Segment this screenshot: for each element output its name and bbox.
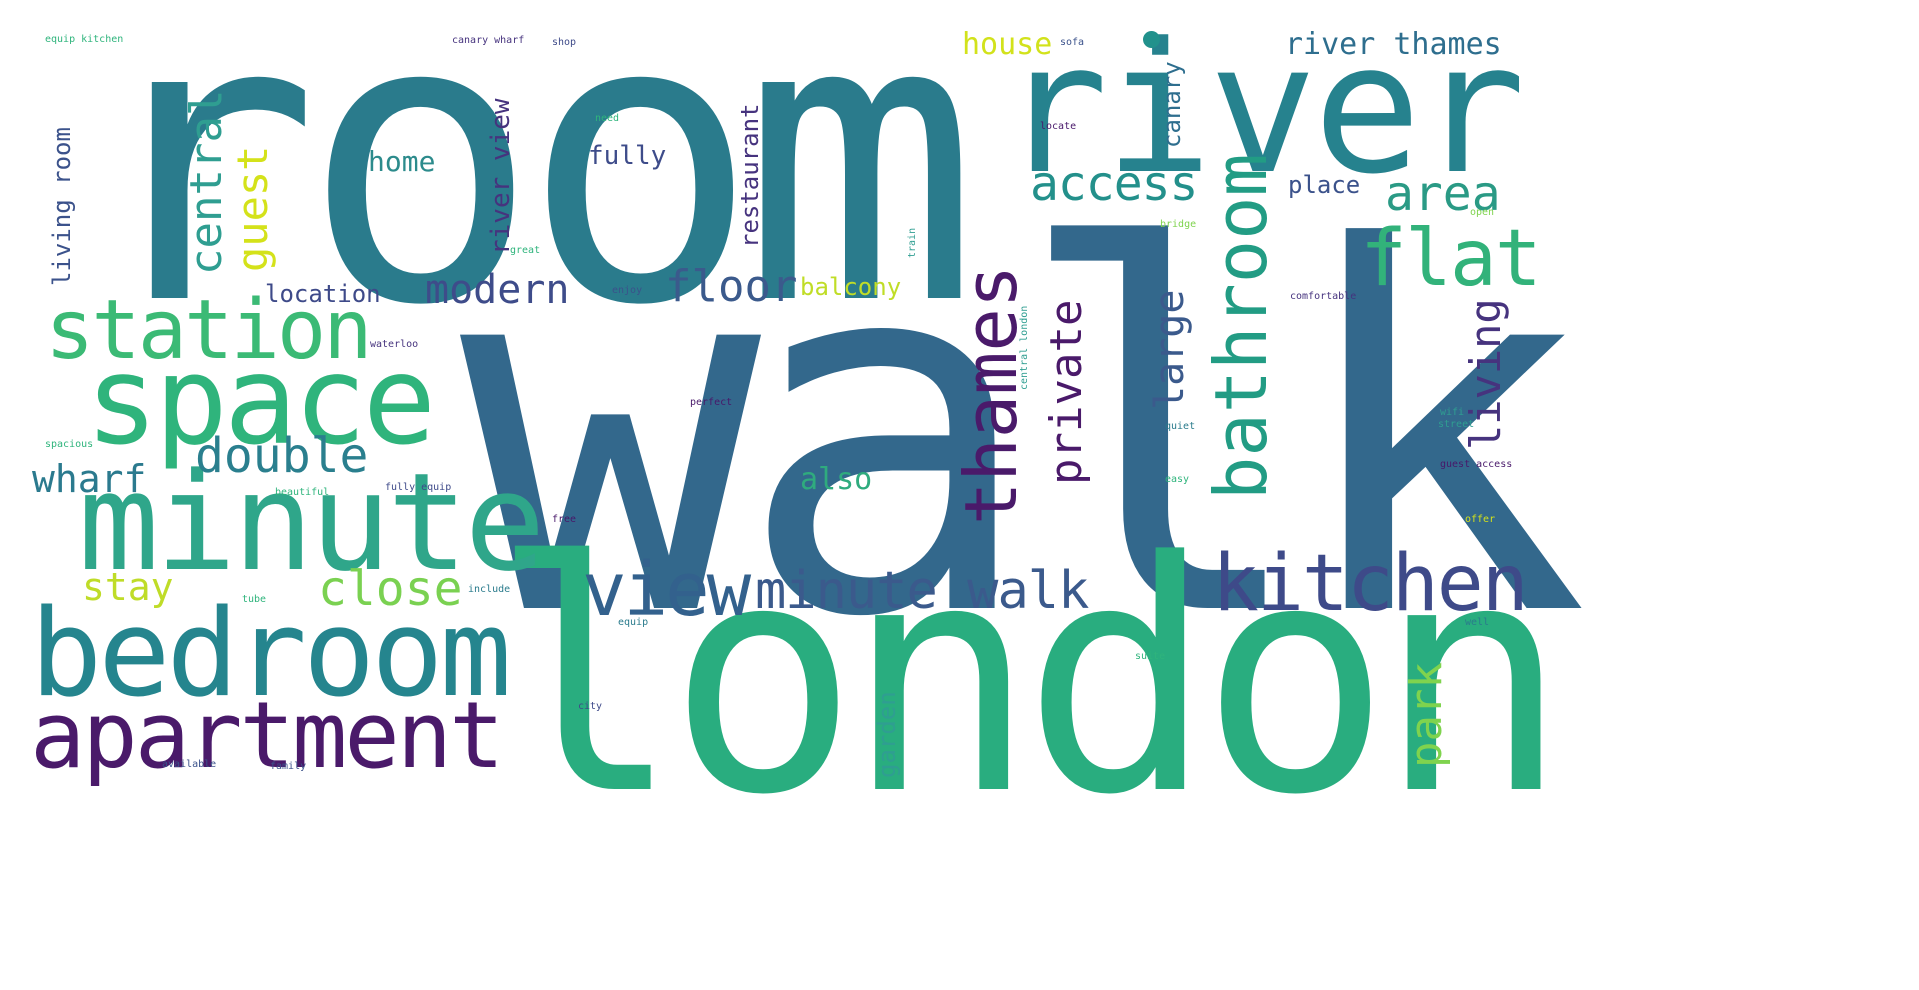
word-london: london bbox=[490, 494, 1569, 864]
word-include: include bbox=[468, 584, 511, 595]
word-bridge: bridge bbox=[1160, 219, 1197, 230]
word-stay: stay bbox=[82, 565, 174, 609]
word-double: double bbox=[195, 428, 369, 484]
word-guest: guest bbox=[228, 145, 277, 272]
word-apartment: apartment bbox=[30, 682, 504, 789]
word-central: central bbox=[181, 89, 232, 275]
word-floor: floor bbox=[665, 261, 798, 312]
word-view: view bbox=[582, 547, 751, 633]
word-easy: easy bbox=[1165, 474, 1190, 485]
word-sofa: sofa bbox=[1060, 37, 1085, 48]
word-bathroom: bathroom bbox=[1199, 153, 1283, 500]
word-suite: suite bbox=[1135, 651, 1166, 662]
word-open: open bbox=[1470, 207, 1495, 218]
word-family: family bbox=[270, 761, 307, 772]
word-wharf: wharf bbox=[32, 457, 147, 501]
word-equip-kitchen: equip kitchen bbox=[45, 34, 124, 45]
word-place: place bbox=[1288, 171, 1361, 199]
word-canary: canary bbox=[1158, 61, 1186, 148]
word-street: street bbox=[1438, 419, 1475, 430]
word-offer: offer bbox=[1465, 514, 1496, 525]
word-modern: modern bbox=[425, 267, 570, 313]
word-quiet: quiet bbox=[1165, 421, 1196, 432]
word-kitchen: kitchen bbox=[1212, 539, 1529, 629]
word-flat: flat bbox=[1360, 214, 1542, 304]
word-canary-wharf: canary wharf bbox=[452, 35, 525, 46]
word-walk: walk bbox=[460, 144, 1589, 726]
word-space: space bbox=[85, 330, 436, 472]
word-living-room: living room bbox=[48, 127, 76, 286]
word-wifi: wifi bbox=[1440, 407, 1465, 418]
word-access: access bbox=[1030, 156, 1198, 212]
word-area: area bbox=[1385, 166, 1501, 222]
word-close: close bbox=[318, 561, 463, 617]
word-minute: minute bbox=[78, 444, 546, 601]
word-perfect: perfect bbox=[690, 397, 733, 408]
word-shop: shop bbox=[552, 37, 577, 48]
word-river-view: river view bbox=[486, 98, 516, 255]
word-location: location bbox=[265, 280, 381, 308]
word-station: station bbox=[45, 283, 373, 378]
word-room: room bbox=[82, 0, 979, 392]
word-garden: garden bbox=[873, 691, 901, 778]
word-free: free bbox=[552, 514, 577, 525]
word-home: home bbox=[368, 145, 436, 178]
word-also: also bbox=[800, 462, 873, 497]
word-river: river bbox=[1000, 5, 1526, 214]
word-large: large bbox=[1147, 289, 1193, 410]
word-waterloo: waterloo bbox=[370, 339, 419, 350]
word-restaurant: restaurant bbox=[736, 103, 764, 249]
word-central-london: central london bbox=[1019, 305, 1030, 390]
word-guest-access: guest access bbox=[1440, 459, 1513, 470]
word-need: need bbox=[595, 113, 620, 124]
word-balcony: balcony bbox=[800, 273, 902, 301]
dot-mark bbox=[1143, 31, 1160, 48]
word-locate: locate bbox=[1040, 121, 1077, 132]
word-fully: fully bbox=[588, 141, 667, 171]
word-tube: tube bbox=[242, 594, 267, 605]
word-house: house bbox=[962, 27, 1053, 62]
word-train: train bbox=[907, 227, 918, 258]
word-well: well bbox=[1465, 617, 1490, 628]
word-thames: thames bbox=[949, 264, 1033, 525]
word-enjoy: enjoy bbox=[612, 285, 643, 296]
word-river-thames: river thames bbox=[1285, 27, 1502, 62]
word-available: available bbox=[162, 759, 217, 770]
word-spacious: spacious bbox=[45, 439, 94, 450]
word-comfortable: comfortable bbox=[1290, 291, 1357, 302]
word-city: city bbox=[578, 701, 603, 712]
word-equip: equip bbox=[618, 617, 649, 628]
word-fully-equip: fully equip bbox=[385, 482, 452, 493]
word-park: park bbox=[1401, 662, 1452, 768]
word-beautiful: beautiful bbox=[275, 487, 330, 498]
word-private: private bbox=[1041, 299, 1092, 485]
word-minute-walk: minute walk bbox=[755, 561, 1089, 621]
word-great: great bbox=[510, 245, 541, 256]
word-bedroom: bedroom bbox=[30, 585, 512, 724]
